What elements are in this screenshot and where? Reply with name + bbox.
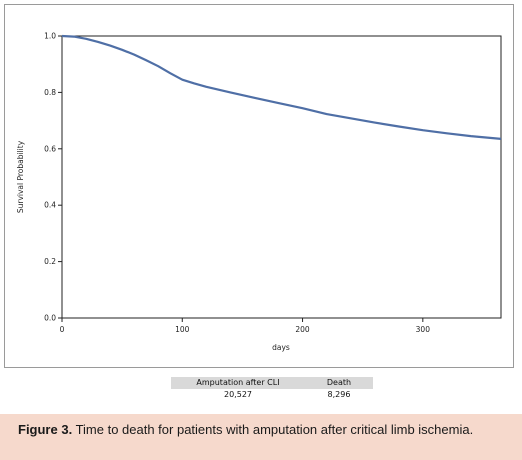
y-tick-label: 0.8 [44, 88, 56, 97]
summary-table-value-row: 20,527 8,296 [171, 389, 373, 401]
x-tick-label: 100 [175, 325, 190, 334]
summary-value-amputation: 20,527 [224, 390, 252, 399]
summary-table-header-row: Amputation after CLI Death [171, 377, 373, 389]
y-tick-label: 0.0 [44, 314, 56, 323]
summary-value-death: 8,296 [327, 390, 351, 399]
survival-curve-line [61, 34, 502, 140]
plot-area [61, 35, 502, 319]
y-tick-label: 0.6 [44, 144, 56, 153]
summary-header-amputation: Amputation after CLI [196, 378, 280, 387]
series-layer [61, 34, 502, 140]
x-tick-label: 300 [416, 325, 431, 334]
caption-text: Time to death for patients with amputati… [72, 422, 474, 437]
x-axis: 0 100 200 300 [60, 318, 431, 334]
y-tick-label: 0.4 [44, 201, 56, 210]
summary-header-death: Death [326, 378, 352, 387]
x-tick-label: 0 [60, 325, 65, 334]
x-tick-label: 200 [295, 325, 310, 334]
figure-caption: Figure 3. Time to death for patients wit… [0, 414, 522, 460]
plot-frame [4, 4, 514, 368]
figure-panel: 0.0 0.2 0.4 0.6 0.8 1.0 0 100 200 300 days Survi… [4, 4, 514, 401]
y-tick-label: 1.0 [44, 32, 56, 41]
summary-table: Amputation after CLI Death 20,527 8,296 [171, 377, 373, 401]
x-axis-title: days [272, 343, 290, 352]
y-tick-label: 0.2 [44, 257, 56, 266]
caption-label: Figure 3. [18, 422, 73, 437]
survival-chart: 0.0 0.2 0.4 0.6 0.8 1.0 0 100 200 300 days Survi… [16, 32, 502, 352]
y-axis-title: Survival Probability [16, 140, 25, 213]
y-axis: 0.0 0.2 0.4 0.6 0.8 1.0 [44, 32, 62, 323]
